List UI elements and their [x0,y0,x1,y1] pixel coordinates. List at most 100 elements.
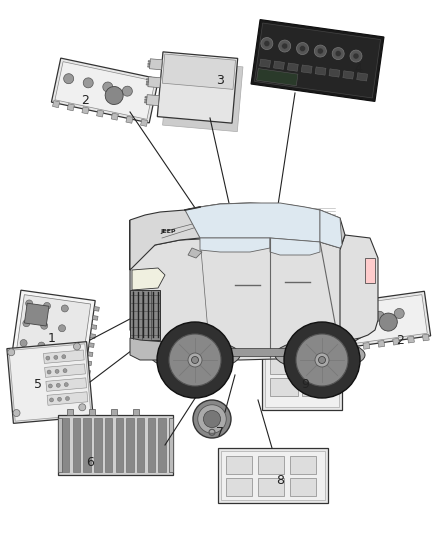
Bar [145,96,147,98]
Bar [302,378,330,396]
Bar [94,306,99,311]
Bar [89,409,95,415]
Polygon shape [200,238,270,252]
Bar [146,78,148,80]
Circle shape [284,322,360,398]
Circle shape [335,51,341,56]
Bar [290,456,316,474]
Bar [146,81,148,83]
Bar [55,62,155,119]
Bar [51,58,159,123]
Bar [422,334,429,341]
Circle shape [83,78,93,88]
Bar [133,409,139,415]
Circle shape [59,325,66,332]
Bar [221,451,325,500]
Ellipse shape [203,410,221,427]
Bar [9,344,91,421]
Bar [126,418,134,472]
Bar [393,338,399,345]
Circle shape [56,344,63,352]
Polygon shape [130,210,200,270]
Circle shape [38,342,45,349]
Bar [7,342,93,423]
Circle shape [48,384,52,388]
Polygon shape [132,268,165,290]
Bar [105,418,112,472]
Bar [148,63,150,64]
Ellipse shape [150,340,240,370]
Bar [86,361,92,366]
Bar [329,295,427,346]
Bar [378,341,385,347]
Bar [137,418,145,472]
Text: 7: 7 [216,425,224,439]
Ellipse shape [198,405,226,433]
Text: 6: 6 [86,456,94,469]
Circle shape [47,370,51,374]
Bar [265,351,339,407]
Bar [73,418,80,472]
Bar [94,418,102,472]
Bar [62,418,70,472]
Bar [157,52,238,123]
Bar [82,107,89,114]
Polygon shape [340,235,378,342]
Circle shape [8,349,15,356]
Circle shape [297,43,308,54]
Text: JEEP: JEEP [160,230,176,235]
Circle shape [394,309,404,319]
Polygon shape [270,238,320,255]
Bar [158,418,166,472]
Circle shape [191,357,198,364]
Polygon shape [130,220,375,360]
Bar [363,343,370,349]
Circle shape [103,82,113,92]
Circle shape [314,45,326,57]
Bar [260,59,271,67]
Bar [88,352,93,357]
Bar [226,456,252,474]
Bar [251,20,384,101]
Circle shape [43,302,50,310]
Circle shape [355,314,364,324]
Bar [262,348,342,410]
Circle shape [282,43,288,49]
Bar [148,61,150,62]
Circle shape [20,340,27,346]
Bar [111,409,117,415]
Circle shape [61,305,68,312]
Bar [89,343,94,348]
Bar [45,364,85,377]
Bar [111,113,118,120]
Polygon shape [320,210,342,248]
Bar [43,350,84,364]
Text: 3: 3 [216,74,224,86]
Bar [218,448,328,503]
Circle shape [49,398,53,402]
Bar [302,356,330,374]
Bar [149,59,162,70]
Bar [343,71,354,79]
Circle shape [318,357,325,364]
Text: 2: 2 [396,334,404,346]
Bar [53,101,60,108]
Bar [333,346,340,353]
Circle shape [41,322,48,329]
Bar [46,378,87,391]
Bar [258,478,284,496]
Circle shape [63,369,67,373]
Bar [14,295,91,375]
Bar [270,378,298,396]
Bar [160,348,308,356]
Ellipse shape [275,340,365,370]
Polygon shape [188,248,202,258]
Bar [357,72,367,81]
Circle shape [56,383,60,387]
Bar [130,290,160,340]
Circle shape [169,334,221,386]
Bar [258,456,284,474]
Bar [47,392,88,405]
Bar [148,418,155,472]
Polygon shape [185,203,320,242]
